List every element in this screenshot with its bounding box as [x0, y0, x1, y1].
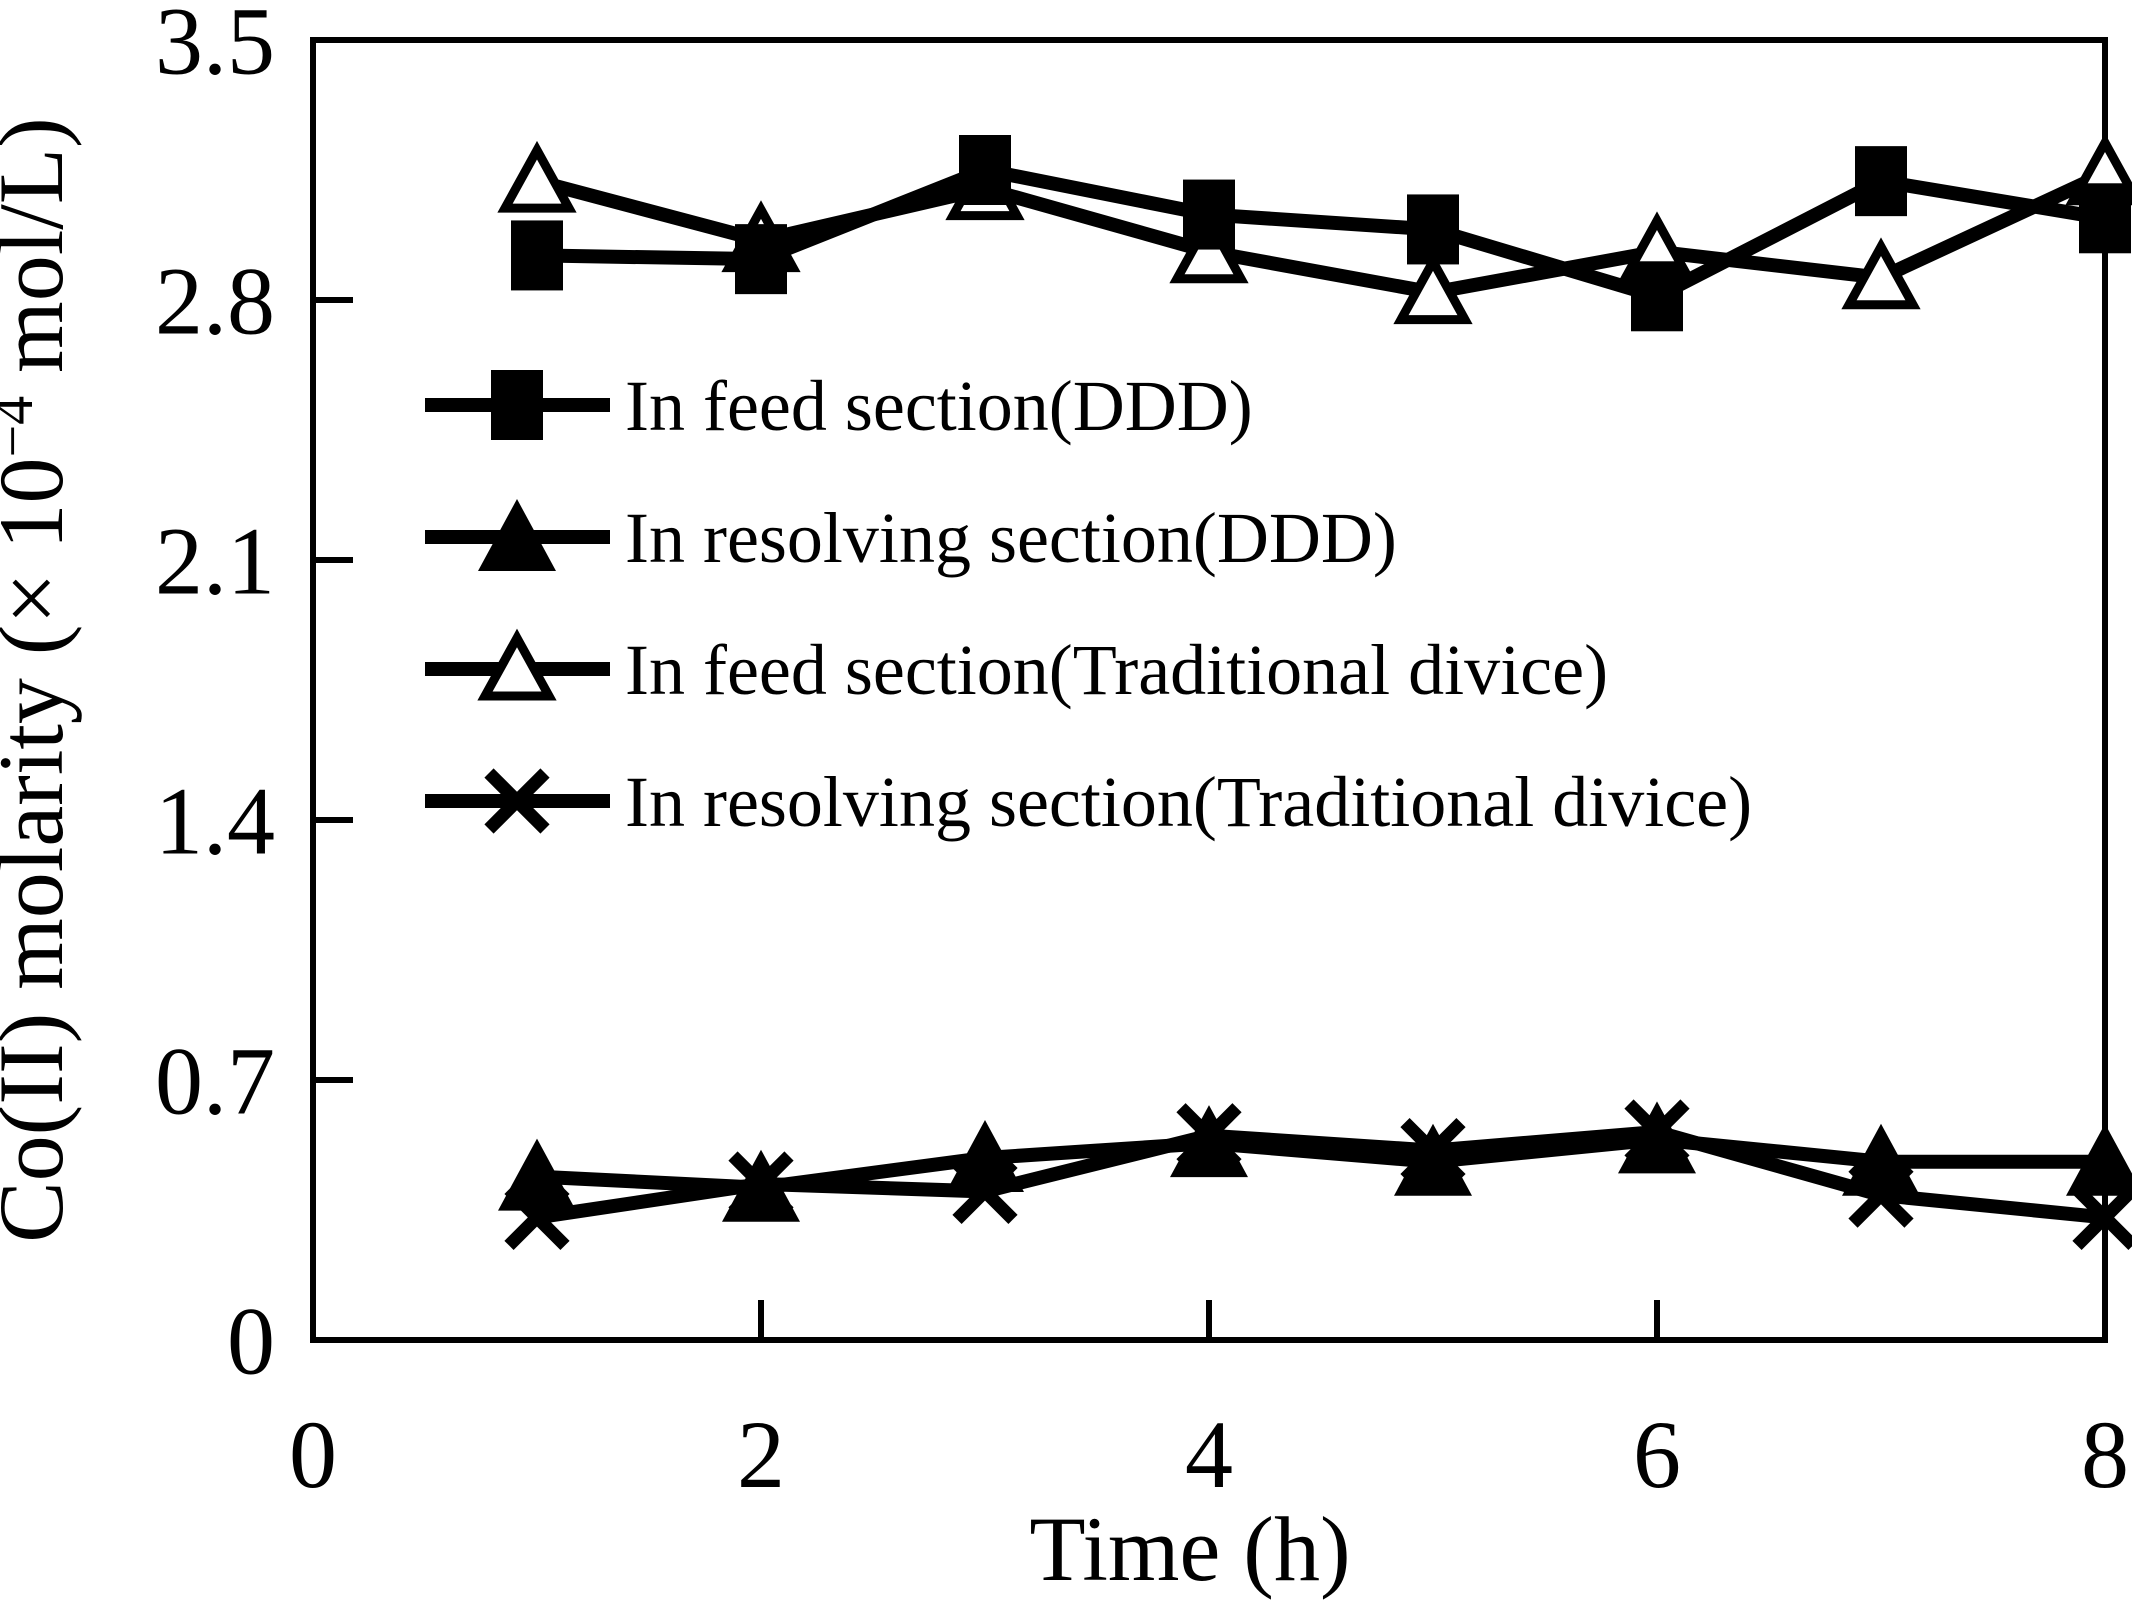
filled-square-marker: [735, 224, 787, 295]
series-line: [536, 162, 2107, 304]
legend-label: In feed section(Traditional divice): [625, 630, 1608, 710]
filled-square-marker: [2079, 183, 2131, 254]
series-line: [535, 1124, 2106, 1225]
legend: In feed section(DDD) In resolving section…: [425, 366, 1752, 842]
legend-item-1: In feed section(DDD): [425, 366, 1253, 446]
open-triangle-marker: [1169, 211, 1249, 284]
x-axis: 0 2 4 6 8: [289, 1300, 2129, 1508]
y-tick-label-2.1: 2.1: [155, 508, 275, 615]
open-triangle-marker: [477, 628, 557, 701]
x-cross-marker: [1848, 1162, 1914, 1228]
y-axis-title: Co(II) molarity (× 10−4 mol/L): [0, 117, 82, 1242]
series-filled-square: [511, 135, 2131, 332]
series-x-cross: [504, 1099, 2132, 1251]
x-cross-marker: [1176, 1103, 1242, 1169]
x-tick-label-6: 6: [1633, 1401, 1681, 1508]
x-cross-marker: [504, 1184, 570, 1251]
filled-square-marker: [511, 220, 563, 291]
legend-label: In feed section(DDD): [625, 366, 1253, 446]
filled-square-marker: [1407, 194, 1459, 265]
legend-item-2: In resolving section(DDD): [425, 498, 1397, 578]
open-triangle-marker: [497, 140, 577, 213]
x-cross-marker: [952, 1158, 1018, 1225]
filled-square-marker: [491, 370, 543, 440]
x-tick-label-2: 2: [737, 1401, 785, 1508]
filled-square-marker: [1855, 146, 1907, 217]
filled-triangle-marker: [2066, 1123, 2132, 1196]
x-axis-title: Time (h): [1029, 1498, 1350, 1600]
x-cross-marker: [1624, 1099, 1690, 1165]
x-cross-marker: [2072, 1184, 2132, 1251]
y-tick-label-0.7: 0.7: [155, 1028, 275, 1135]
filled-triangle-marker: [478, 499, 556, 571]
x-tick-label-0: 0: [289, 1401, 337, 1508]
x-tick-label-8: 8: [2081, 1401, 2129, 1508]
open-triangle-marker: [1841, 237, 1921, 310]
series-line: [535, 167, 2108, 300]
legend-label: In resolving section(Traditional divice): [625, 762, 1752, 842]
y-tick-label-2.8: 2.8: [155, 248, 275, 355]
x-cross-marker: [484, 768, 550, 834]
legend-item-4: In resolving section(Traditional divice): [425, 762, 1752, 842]
filled-square-marker: [1631, 261, 1683, 332]
x-cross-marker: [1400, 1117, 1466, 1184]
filled-square-marker: [959, 135, 1011, 205]
x-tick-label-4: 4: [1185, 1401, 1233, 1508]
legend-item-3: In feed section(Traditional divice): [425, 628, 1608, 710]
y-tick-label-3.5: 3.5: [155, 0, 275, 95]
y-axis: 0 0.7 1.4 2.1 2.8 3.5: [155, 0, 353, 1395]
legend-label: In resolving section(DDD): [625, 498, 1397, 578]
y-tick-label-0: 0: [227, 1288, 275, 1395]
x-cross-marker: [728, 1151, 794, 1217]
open-triangle-marker: [1393, 252, 1473, 325]
filled-square-marker: [1183, 179, 1235, 250]
y-tick-label-1.4: 1.4: [155, 768, 275, 875]
